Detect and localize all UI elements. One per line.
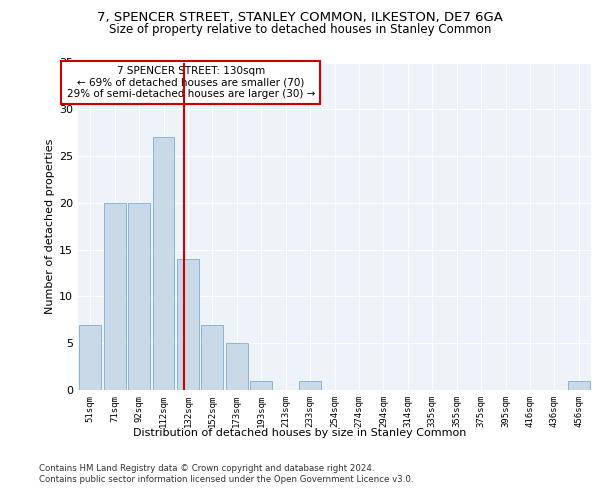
Bar <box>177 259 199 390</box>
Bar <box>568 380 590 390</box>
Y-axis label: Number of detached properties: Number of detached properties <box>45 138 55 314</box>
Text: Contains public sector information licensed under the Open Government Licence v3: Contains public sector information licen… <box>39 475 413 484</box>
Text: 7 SPENCER STREET: 130sqm
← 69% of detached houses are smaller (70)
29% of semi-d: 7 SPENCER STREET: 130sqm ← 69% of detach… <box>67 66 315 99</box>
Bar <box>79 324 101 390</box>
Bar <box>152 138 175 390</box>
Text: Distribution of detached houses by size in Stanley Common: Distribution of detached houses by size … <box>133 428 467 438</box>
Bar <box>128 203 150 390</box>
Text: Size of property relative to detached houses in Stanley Common: Size of property relative to detached ho… <box>109 22 491 36</box>
Bar <box>250 380 272 390</box>
Text: 7, SPENCER STREET, STANLEY COMMON, ILKESTON, DE7 6GA: 7, SPENCER STREET, STANLEY COMMON, ILKES… <box>97 11 503 24</box>
Bar <box>202 324 223 390</box>
Text: Contains HM Land Registry data © Crown copyright and database right 2024.: Contains HM Land Registry data © Crown c… <box>39 464 374 473</box>
Bar <box>226 343 248 390</box>
Bar <box>104 203 125 390</box>
Bar <box>299 380 321 390</box>
